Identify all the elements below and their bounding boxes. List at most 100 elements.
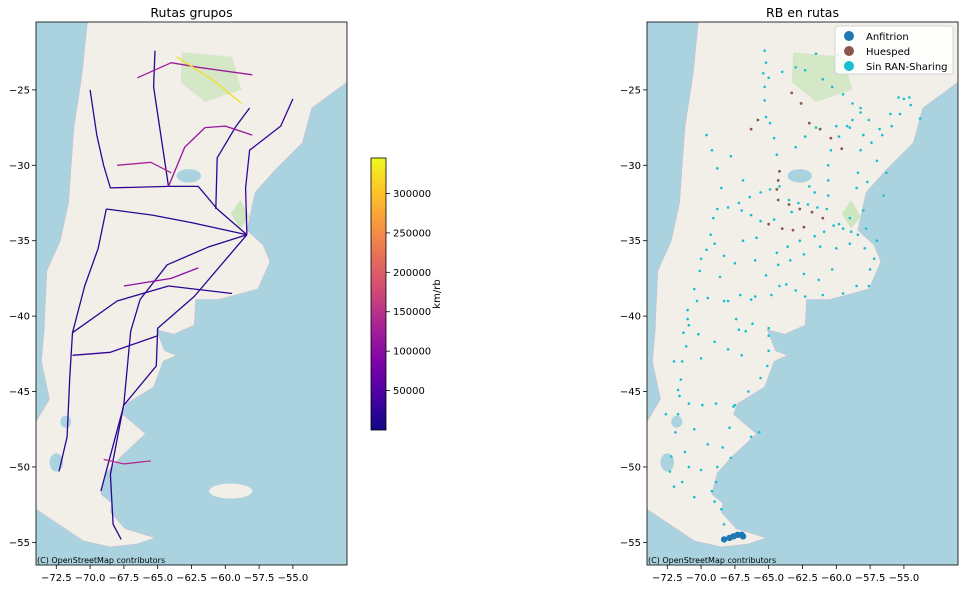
- scatter-point: [762, 72, 765, 75]
- scatter-point: [776, 179, 780, 182]
- scatter-point: [826, 179, 830, 182]
- scatter-point: [840, 147, 844, 151]
- route-line: [215, 107, 251, 210]
- scatter-point: [682, 331, 685, 335]
- route-line: [72, 285, 233, 334]
- y-tick-label: −40: [9, 312, 30, 323]
- scatter-point: [798, 207, 802, 211]
- route-line: [167, 125, 253, 187]
- colorbar-gradient: [370, 157, 387, 431]
- scatter-point: [814, 52, 818, 55]
- basemap-lake: [671, 415, 683, 428]
- scatter-point: [722, 299, 726, 303]
- x-tick-label: −60.0: [821, 573, 852, 584]
- scatter-point: [803, 295, 807, 298]
- scatter-point: [768, 188, 772, 191]
- scatter-point: [841, 93, 845, 96]
- scatter-point: [776, 263, 780, 267]
- scatter-point: [686, 317, 689, 321]
- x-tick-label: −65.0: [753, 573, 784, 584]
- scatter-point: [759, 219, 762, 223]
- scatter-point: [695, 299, 699, 303]
- scatter-point: [686, 308, 689, 312]
- scatter-point: [856, 171, 860, 175]
- y-tick-label: −55: [9, 538, 30, 549]
- scatter-point: [875, 159, 879, 163]
- scatter-point: [699, 357, 703, 360]
- scatter-point: [767, 349, 770, 353]
- scatter-point: [826, 164, 830, 167]
- scatter-point: [821, 216, 825, 220]
- scatter-point: [697, 332, 700, 336]
- scatter-point: [720, 186, 723, 190]
- scatter-point: [780, 70, 784, 74]
- scatter-point: [767, 222, 771, 226]
- scatter-point: [862, 209, 865, 212]
- scatter-point: [867, 118, 871, 122]
- route-line: [72, 335, 158, 356]
- colorbar-tick-label: 150000: [393, 307, 431, 318]
- scatter-point: [778, 284, 781, 288]
- y-tick-label: −30: [9, 161, 30, 172]
- chart-title: RB en rutas: [766, 5, 839, 20]
- x-tick-label: −62.5: [176, 573, 207, 584]
- scatter-point: [767, 334, 770, 338]
- scatter-point: [726, 299, 730, 303]
- scatter-point: [701, 403, 704, 407]
- scatter-point: [712, 216, 715, 220]
- scatter-point: [714, 402, 718, 405]
- basemap-lake: [787, 169, 812, 183]
- scatter-point: [830, 268, 834, 271]
- scatter-point: [889, 112, 892, 116]
- scatter-point: [683, 450, 687, 454]
- x-tick-label: −55.0: [889, 573, 920, 584]
- scatter-point: [908, 96, 911, 99]
- y-tick-label: −40: [620, 312, 641, 323]
- scatter-point: [797, 201, 800, 205]
- scatter-point: [778, 185, 781, 188]
- scatter-point: [818, 127, 822, 131]
- route-line: [176, 56, 242, 104]
- scatter-point: [837, 222, 841, 226]
- x-axis: −72.5 −70.0 −67.5 −65.0 −62.5 −60.0 −57.5 −55.0: [41, 565, 308, 584]
- scatter-point: [729, 154, 733, 158]
- scatter-point: [813, 191, 816, 194]
- scatter-point: [737, 201, 741, 205]
- scatter-point: [875, 239, 879, 242]
- scatter-point: [759, 191, 762, 194]
- scatter-point: [817, 278, 820, 282]
- scatter-point: [798, 239, 802, 242]
- y-tick-label: −35: [9, 236, 30, 247]
- scatter-point: [851, 118, 854, 122]
- scatter-point: [679, 378, 683, 381]
- scatter-point: [775, 153, 779, 156]
- scatter-point: [813, 234, 816, 238]
- x-tick-label: −62.5: [787, 573, 818, 584]
- scatter-point: [799, 102, 803, 105]
- route-line: [106, 208, 248, 236]
- scatter-point: [790, 91, 794, 95]
- scatter-point: [787, 198, 791, 202]
- y-tick-label: −55: [620, 538, 641, 549]
- scatter-point: [776, 198, 780, 202]
- basemap-wetland: [841, 200, 861, 229]
- scatter-points: [664, 49, 922, 543]
- scatter-point: [763, 99, 766, 102]
- scatter-point: [699, 468, 703, 472]
- legend-label-huesped: Huesped: [866, 47, 910, 58]
- scatter-point: [829, 136, 833, 140]
- scatter-point: [775, 188, 779, 191]
- scatter-point: [751, 322, 754, 326]
- scatter-point: [810, 210, 814, 214]
- scatter-point: [791, 228, 795, 232]
- scatter-point: [767, 76, 770, 80]
- x-tick-label: −60.0: [210, 573, 241, 584]
- scatter-point: [713, 340, 716, 344]
- y-axis: −25 −30 −35 −40 −45 −50 −55: [9, 85, 36, 549]
- scatter-point: [768, 121, 772, 125]
- scatter-point: [867, 284, 871, 288]
- scatter-point: [848, 242, 852, 245]
- scatter-point: [680, 360, 684, 363]
- scatter-point: [753, 295, 757, 298]
- scatter-point: [733, 403, 737, 407]
